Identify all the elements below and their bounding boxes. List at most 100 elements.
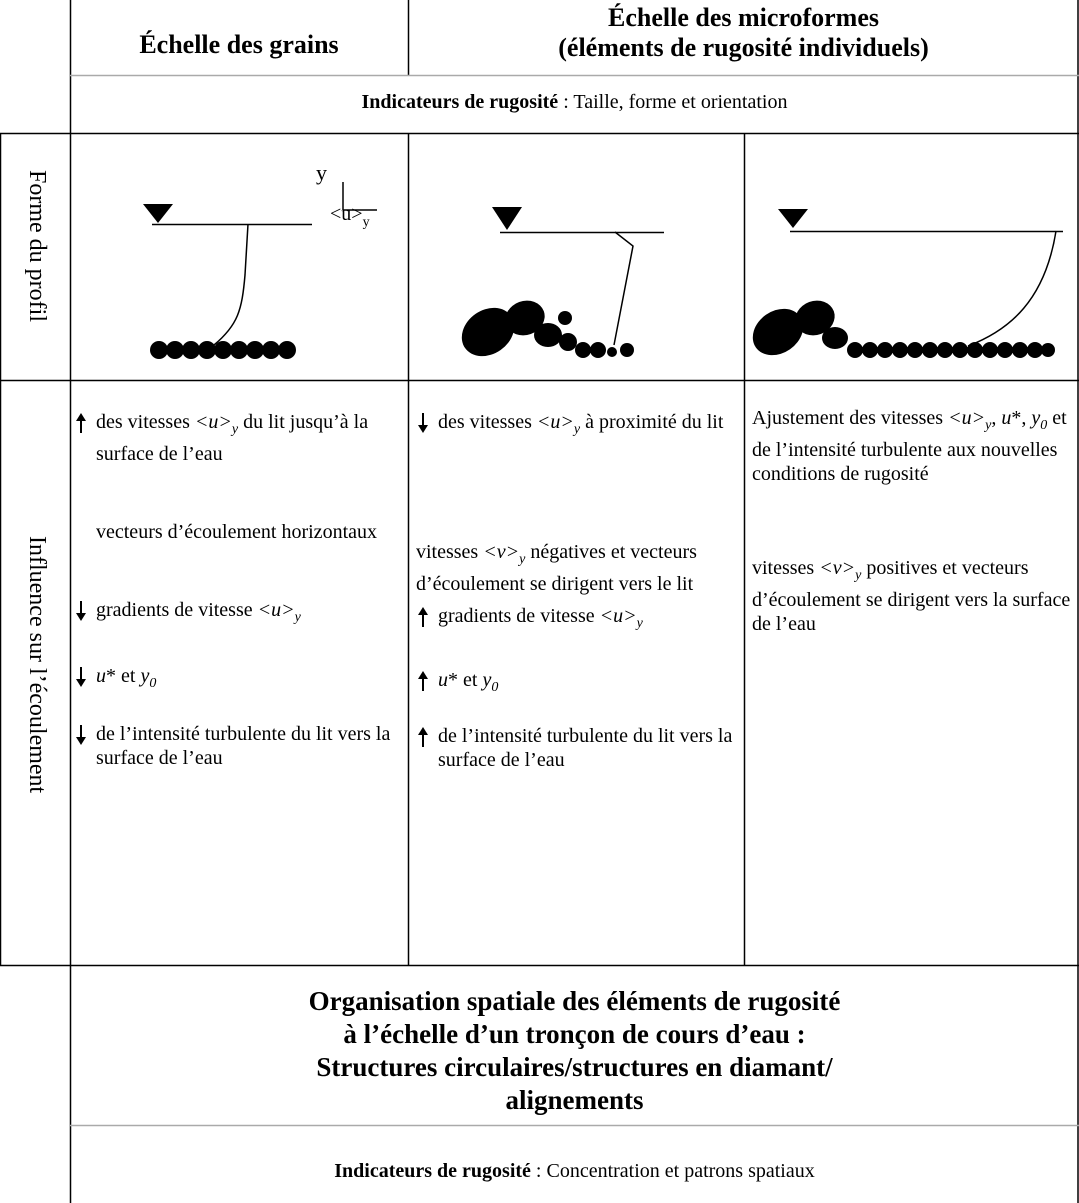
text-run: gradients de vitesse [96, 599, 258, 621]
profile-diagram-adjustment [752, 209, 1063, 358]
text-run: des vitesses [438, 411, 537, 433]
text-run-italic: <v> [819, 557, 856, 579]
arrow-down [76, 667, 86, 687]
text-run: * et [448, 669, 483, 691]
axis-label: <u> [330, 203, 363, 225]
arrow-up [76, 413, 86, 433]
text-run: et de l’intensité turbulente aux nouvell… [752, 407, 1067, 485]
arrow-down [76, 725, 86, 745]
water-level [143, 204, 173, 223]
column-header: Échelle des grains [139, 30, 339, 59]
text-run-italic-sub: 0 [1040, 418, 1048, 433]
organisation-line: alignements [505, 1085, 644, 1115]
row-label: Forme du profil [24, 170, 50, 322]
text-run: gradients de vitesse [438, 605, 600, 627]
organisation-line: Structures circulaires/structures en dia… [316, 1052, 833, 1082]
text-run-italic-sub: y [519, 552, 526, 567]
arrow-shape [76, 725, 86, 745]
text-run: vitesses [752, 557, 820, 579]
text-run: des vitesses [96, 411, 195, 433]
arrow-up [418, 727, 428, 747]
text-run-italic-sub: y [573, 422, 581, 437]
velocity-profile [613, 231, 634, 346]
header-line: Échelle des microformes [608, 3, 879, 32]
arrow-shape [76, 667, 86, 687]
profile-diagram-grains: y <u>y [143, 160, 377, 359]
text-run: à proximité du lit [580, 411, 724, 433]
organisation-line: à l’échelle d’un tronçon de cours d’eau … [343, 1019, 806, 1049]
arrow-up [418, 607, 428, 627]
text-run-italic-sub: 0 [491, 680, 499, 695]
cell-paragraph: de l’intensité turbulente du lit vers la… [76, 722, 401, 770]
row-label: Influence sur l’écoulement [24, 536, 50, 794]
text-run: du lit jusqu’à la surface de l’eau [96, 411, 369, 465]
text-run-italic: u [438, 669, 448, 691]
text-run: positives et vecteurs d’écoulement se di… [752, 557, 1071, 635]
arrow-down [76, 601, 86, 621]
cell-paragraph: u* et y0 [76, 664, 401, 696]
text-run-italic-sub: y [231, 422, 239, 437]
text-run-italic: u [1001, 407, 1012, 429]
text-run: de l’intensité turbulente du lit vers la… [438, 725, 733, 771]
text-run-italic-sub: y [855, 568, 862, 583]
cell-paragraph: gradients de vitesse <u>y [418, 604, 738, 636]
column-header: Échelle des microformes (éléments de rug… [408, 3, 1079, 63]
arrow-shape [418, 413, 428, 433]
cell-paragraph: u* et y0 [418, 668, 738, 700]
arrow-down [418, 413, 428, 433]
text-run-italic-sub: y [636, 616, 643, 631]
text-run-italic: <u> [536, 411, 574, 433]
text-run: *, [1011, 407, 1032, 429]
text-run-italic: y [1031, 407, 1041, 429]
text-run: négatives et vecteurs d’écoulement se di… [416, 541, 697, 595]
text-run: * et [106, 665, 141, 687]
cell-paragraph: vecteurs d’écoulement horizontaux [96, 520, 401, 544]
text-run-italic-sub: y [985, 418, 992, 433]
indicators: Indicateurs de rugosité : Concentration … [70, 1160, 1079, 1183]
indicators-label: Indicateurs de rugosité [361, 91, 559, 113]
arrow-up [418, 671, 428, 691]
cell-paragraph: des vitesses <u>y à proximité du lit [418, 410, 738, 442]
arrow-shape [76, 413, 86, 433]
cell-paragraph: des vitesses <u>y du lit jusqu’à la surf… [76, 410, 401, 466]
axis-label-sub: y [363, 215, 370, 230]
text-run-italic: y [482, 669, 492, 691]
bed-elements [752, 300, 1055, 358]
indicators-text: : Concentration et patrons spatiaux [535, 1160, 815, 1182]
text-run-italic: <u> [599, 605, 637, 627]
indicators-label: Indicateurs de rugosité [334, 1160, 531, 1182]
water-level [778, 209, 808, 228]
bed-grains [150, 341, 296, 359]
arrow-shape [418, 671, 428, 691]
water-level [492, 207, 522, 230]
cell-paragraph: vitesses <v>y positives et vecteurs d’éc… [752, 556, 1072, 636]
indicators-text: : Taille, forme et orientation [563, 91, 788, 113]
axis-label: y [316, 160, 327, 185]
text-run-italic: u [96, 665, 106, 687]
bed-elements [461, 300, 634, 358]
text-run-italic: y [140, 665, 150, 687]
text-run: de l’intensité turbulente du lit vers la… [96, 723, 391, 769]
arrow-shape [418, 607, 428, 627]
text-run-italic-sub: y [294, 610, 301, 625]
text-run: Ajustement des vitesses [752, 407, 949, 429]
cell-paragraph: Ajustement des vitesses <u>y, u*, y0 et … [752, 406, 1072, 486]
velocity-profile [967, 230, 1057, 347]
text-run-italic: <u> [194, 411, 232, 433]
text-run: vitesses [416, 541, 484, 563]
text-run-italic: <v> [483, 541, 520, 563]
header-line: (éléments de rugosité individuels) [558, 33, 929, 62]
text-run-italic: <u> [257, 599, 295, 621]
cell-paragraph: vitesses <v>y négatives et vecteurs d’éc… [416, 540, 738, 596]
text-run: vecteurs d’écoulement horizontaux [96, 521, 377, 543]
cell-paragraph: gradients de vitesse <u>y [76, 598, 401, 630]
indicators: Indicateurs de rugosité : Taille, forme … [70, 91, 1079, 114]
organisation-line: Organisation spatiale des éléments de ru… [308, 986, 841, 1016]
velocity-profile [213, 223, 249, 346]
cell-paragraph: de l’intensité turbulente du lit vers la… [418, 724, 738, 772]
profile-diagram-microforms [461, 207, 664, 358]
